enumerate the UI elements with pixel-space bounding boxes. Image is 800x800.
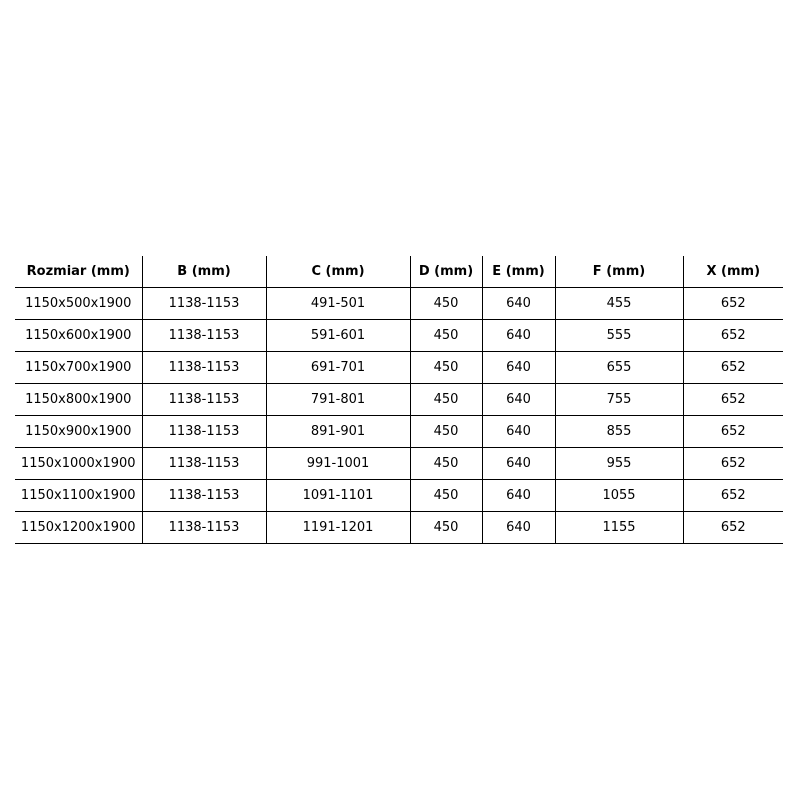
header-c: C (mm) [266,256,411,288]
table-cell: 1138-1153 [142,287,267,320]
header-e: E (mm) [482,256,556,288]
table-cell: 652 [683,351,783,384]
table-row: 1150x500x1900 1138-1153 491-501 450 640 455 65… [15,287,783,320]
table-cell: 652 [683,287,783,320]
table-cell: 1138-1153 [142,415,267,448]
table-cell: 1138-1153 [142,383,267,416]
table-cell: 1138-1153 [142,319,267,352]
table-cell: 1150x700x1900 [15,351,143,384]
table-cell: 791-801 [266,383,411,416]
table-cell: 1191-1201 [266,511,411,544]
header-x: X (mm) [683,256,783,288]
table-cell: 450 [410,511,483,544]
table-cell: 640 [482,479,556,512]
table-cell: 640 [482,415,556,448]
table-cell: 891-901 [266,415,411,448]
table-cell: 450 [410,447,483,480]
table-row: 1150x1100x1900 1138-1153 1091-1101 450 640 10… [15,479,783,512]
table-cell: 1138-1153 [142,351,267,384]
header-rozmiar: Rozmiar (mm) [15,256,143,288]
table-cell: 1150x900x1900 [15,415,143,448]
table-cell: 652 [683,415,783,448]
table-row: 1150x600x1900 1138-1153 591-601 450 640 555 65… [15,319,783,352]
table-cell: 652 [683,447,783,480]
dimensions-table: Rozmiar (mm) B (mm) C (mm) D (mm) E (mm)… [15,256,783,544]
table-cell: 652 [683,479,783,512]
table-cell: 652 [683,511,783,544]
table-cell: 855 [555,415,684,448]
table-cell: 450 [410,319,483,352]
table-cell: 1150x800x1900 [15,383,143,416]
table-cell: 640 [482,447,556,480]
table-cell: 755 [555,383,684,416]
table-cell: 1150x1000x1900 [15,447,143,480]
table-row: 1150x900x1900 1138-1153 891-901 450 640 855 65… [15,415,783,448]
header-f: F (mm) [555,256,684,288]
table-cell: 640 [482,319,556,352]
table-cell: 450 [410,351,483,384]
table-row: 1150x700x1900 1138-1153 691-701 450 640 655 65… [15,351,783,384]
table-cell: 1150x500x1900 [15,287,143,320]
table-cell: 1138-1153 [142,447,267,480]
header-b: B (mm) [142,256,267,288]
table-row: 1150x800x1900 1138-1153 791-801 450 640 755 65… [15,383,783,416]
table-cell: 652 [683,319,783,352]
table-row: 1150x1000x1900 1138-1153 991-1001 450 640 955… [15,447,783,480]
table-cell: 652 [683,383,783,416]
header-row: Rozmiar (mm) B (mm) C (mm) D (mm) E (mm)… [15,256,783,288]
table-cell: 491-501 [266,287,411,320]
table-cell: 1138-1153 [142,479,267,512]
table-cell: 450 [410,415,483,448]
table-cell: 1150x600x1900 [15,319,143,352]
table-cell: 455 [555,287,684,320]
table-cell: 450 [410,383,483,416]
table-cell: 655 [555,351,684,384]
table-cell: 640 [482,287,556,320]
table-cell: 1055 [555,479,684,512]
table-cell: 555 [555,319,684,352]
table-cell: 1138-1153 [142,511,267,544]
table-cell: 1150x1100x1900 [15,479,143,512]
table-cell: 691-701 [266,351,411,384]
table-cell: 1155 [555,511,684,544]
table-cell: 991-1001 [266,447,411,480]
table-cell: 640 [482,383,556,416]
table-cell: 640 [482,511,556,544]
header-d: D (mm) [410,256,483,288]
table-cell: 1091-1101 [266,479,411,512]
table-cell: 591-601 [266,319,411,352]
table-cell: 1150x1200x1900 [15,511,143,544]
table-cell: 450 [410,287,483,320]
table-cell: 450 [410,479,483,512]
table-row: 1150x1200x1900 1138-1153 1191-1201 450 640 11… [15,511,783,544]
table-cell: 640 [482,351,556,384]
table-cell: 955 [555,447,684,480]
